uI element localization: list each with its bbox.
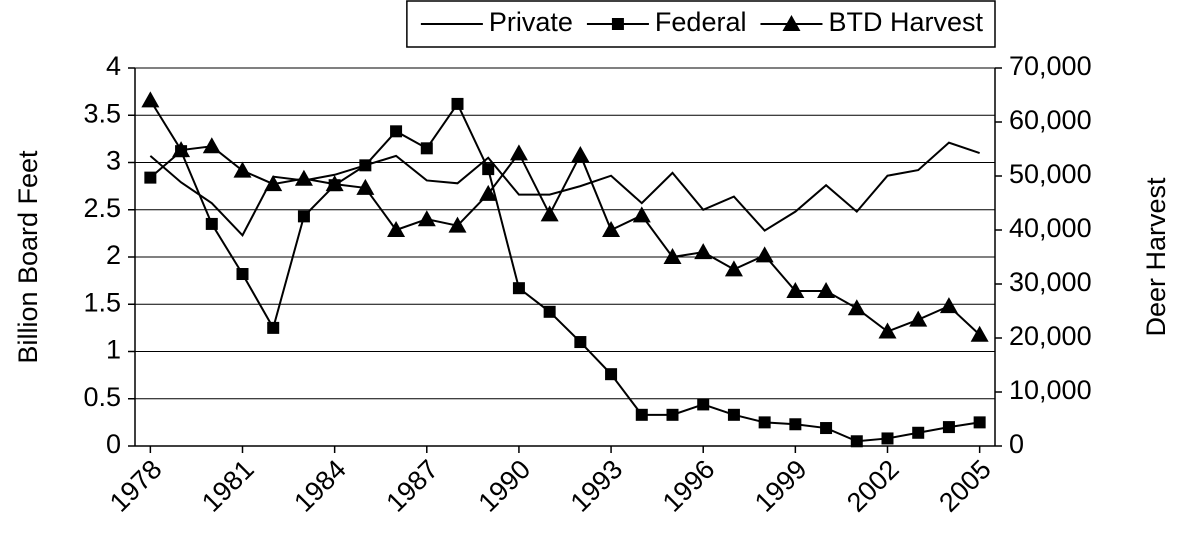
series-line <box>149 99 981 336</box>
marker <box>172 141 191 158</box>
marker <box>356 178 375 195</box>
marker <box>847 299 866 316</box>
series-line <box>149 101 980 443</box>
marker <box>264 175 283 192</box>
marker <box>512 282 525 295</box>
legend-box <box>406 0 996 48</box>
marker <box>820 422 833 435</box>
marker <box>574 336 587 349</box>
legend-label: Federal <box>655 7 747 37</box>
marker <box>635 408 648 421</box>
marker <box>850 435 863 448</box>
y-tick-label: 3 <box>106 146 121 176</box>
x-tick-label: 1978 <box>104 454 168 518</box>
marker <box>294 169 313 186</box>
marker <box>755 246 774 263</box>
marker <box>451 97 464 110</box>
marker <box>605 368 618 381</box>
y2-tick-label: 20,000 <box>1009 321 1092 351</box>
marker <box>878 322 897 339</box>
marker <box>420 142 433 155</box>
marker <box>782 15 801 31</box>
legend-item: Private <box>420 7 573 37</box>
marker <box>297 210 310 223</box>
legend-label: Private <box>489 7 573 37</box>
y-axis-title: Billion Board Feet <box>13 150 43 364</box>
x-tick-label: 2002 <box>841 454 905 518</box>
x-tick-label: 1990 <box>473 454 537 518</box>
y-tick-label: 2 <box>106 240 121 270</box>
marker <box>571 145 590 162</box>
y2-axis-title: Deer Harvest <box>1141 177 1171 337</box>
legend: Private Federal BTD Harvest <box>406 0 996 48</box>
y2-tick-label: 70,000 <box>1009 51 1092 81</box>
marker <box>881 432 894 445</box>
marker <box>970 325 989 342</box>
marker <box>141 91 160 108</box>
y-tick-label: 0.5 <box>83 382 121 412</box>
x-tick-label: 2005 <box>933 454 997 518</box>
marker <box>758 416 771 429</box>
marker <box>387 221 406 237</box>
x-tick-label: 1987 <box>380 454 444 518</box>
marker <box>939 297 958 314</box>
marker <box>233 161 252 178</box>
x-tick-label: 1999 <box>749 454 813 518</box>
marker <box>205 217 218 230</box>
marker <box>509 144 528 161</box>
y-tick-label: 4 <box>106 51 121 81</box>
x-tick-label: 1996 <box>657 454 721 518</box>
marker <box>909 310 928 327</box>
x-tick-label: 1984 <box>288 454 352 518</box>
marker <box>540 205 559 222</box>
marker <box>817 282 836 299</box>
marker <box>663 248 682 264</box>
marker <box>789 418 802 431</box>
legend-label: BTD Harvest <box>828 7 983 37</box>
marker <box>479 184 498 201</box>
marker <box>236 268 249 281</box>
x-tick-label: 1981 <box>196 454 260 518</box>
marker <box>727 408 740 421</box>
marker <box>912 426 925 439</box>
y-tick-label: 3.5 <box>83 98 121 128</box>
marker <box>202 137 221 154</box>
y2-tick-label: 50,000 <box>1009 159 1092 189</box>
x-tick-label: 1993 <box>565 454 629 518</box>
marker <box>390 125 403 138</box>
marker <box>611 18 624 30</box>
marker <box>973 416 986 429</box>
marker <box>666 408 679 421</box>
y2-tick-label: 10,000 <box>1009 375 1092 405</box>
y-tick-label: 1 <box>106 335 121 365</box>
marker <box>942 421 955 434</box>
y2-tick-label: 40,000 <box>1009 213 1092 243</box>
marker <box>359 159 372 172</box>
marker <box>697 398 710 411</box>
y-tick-label: 0 <box>106 429 121 459</box>
y2-tick-label: 60,000 <box>1009 105 1092 135</box>
marker <box>144 171 157 184</box>
y-tick-label: 2.5 <box>83 193 121 223</box>
marker <box>724 260 743 277</box>
marker <box>694 243 713 260</box>
marker <box>482 163 495 176</box>
marker <box>448 216 467 233</box>
marker <box>632 206 651 223</box>
series-line <box>149 141 980 237</box>
y-tick-label: 1.5 <box>83 287 121 317</box>
marker <box>543 305 556 318</box>
marker <box>267 321 280 334</box>
marker <box>602 221 621 237</box>
legend-item: BTD Harvest <box>760 7 983 37</box>
marker <box>786 282 805 299</box>
marker <box>325 175 344 192</box>
legend-item: Federal <box>586 7 747 37</box>
y2-tick-label: 0 <box>1009 429 1024 459</box>
marker <box>417 210 436 227</box>
y2-tick-label: 30,000 <box>1009 267 1092 297</box>
